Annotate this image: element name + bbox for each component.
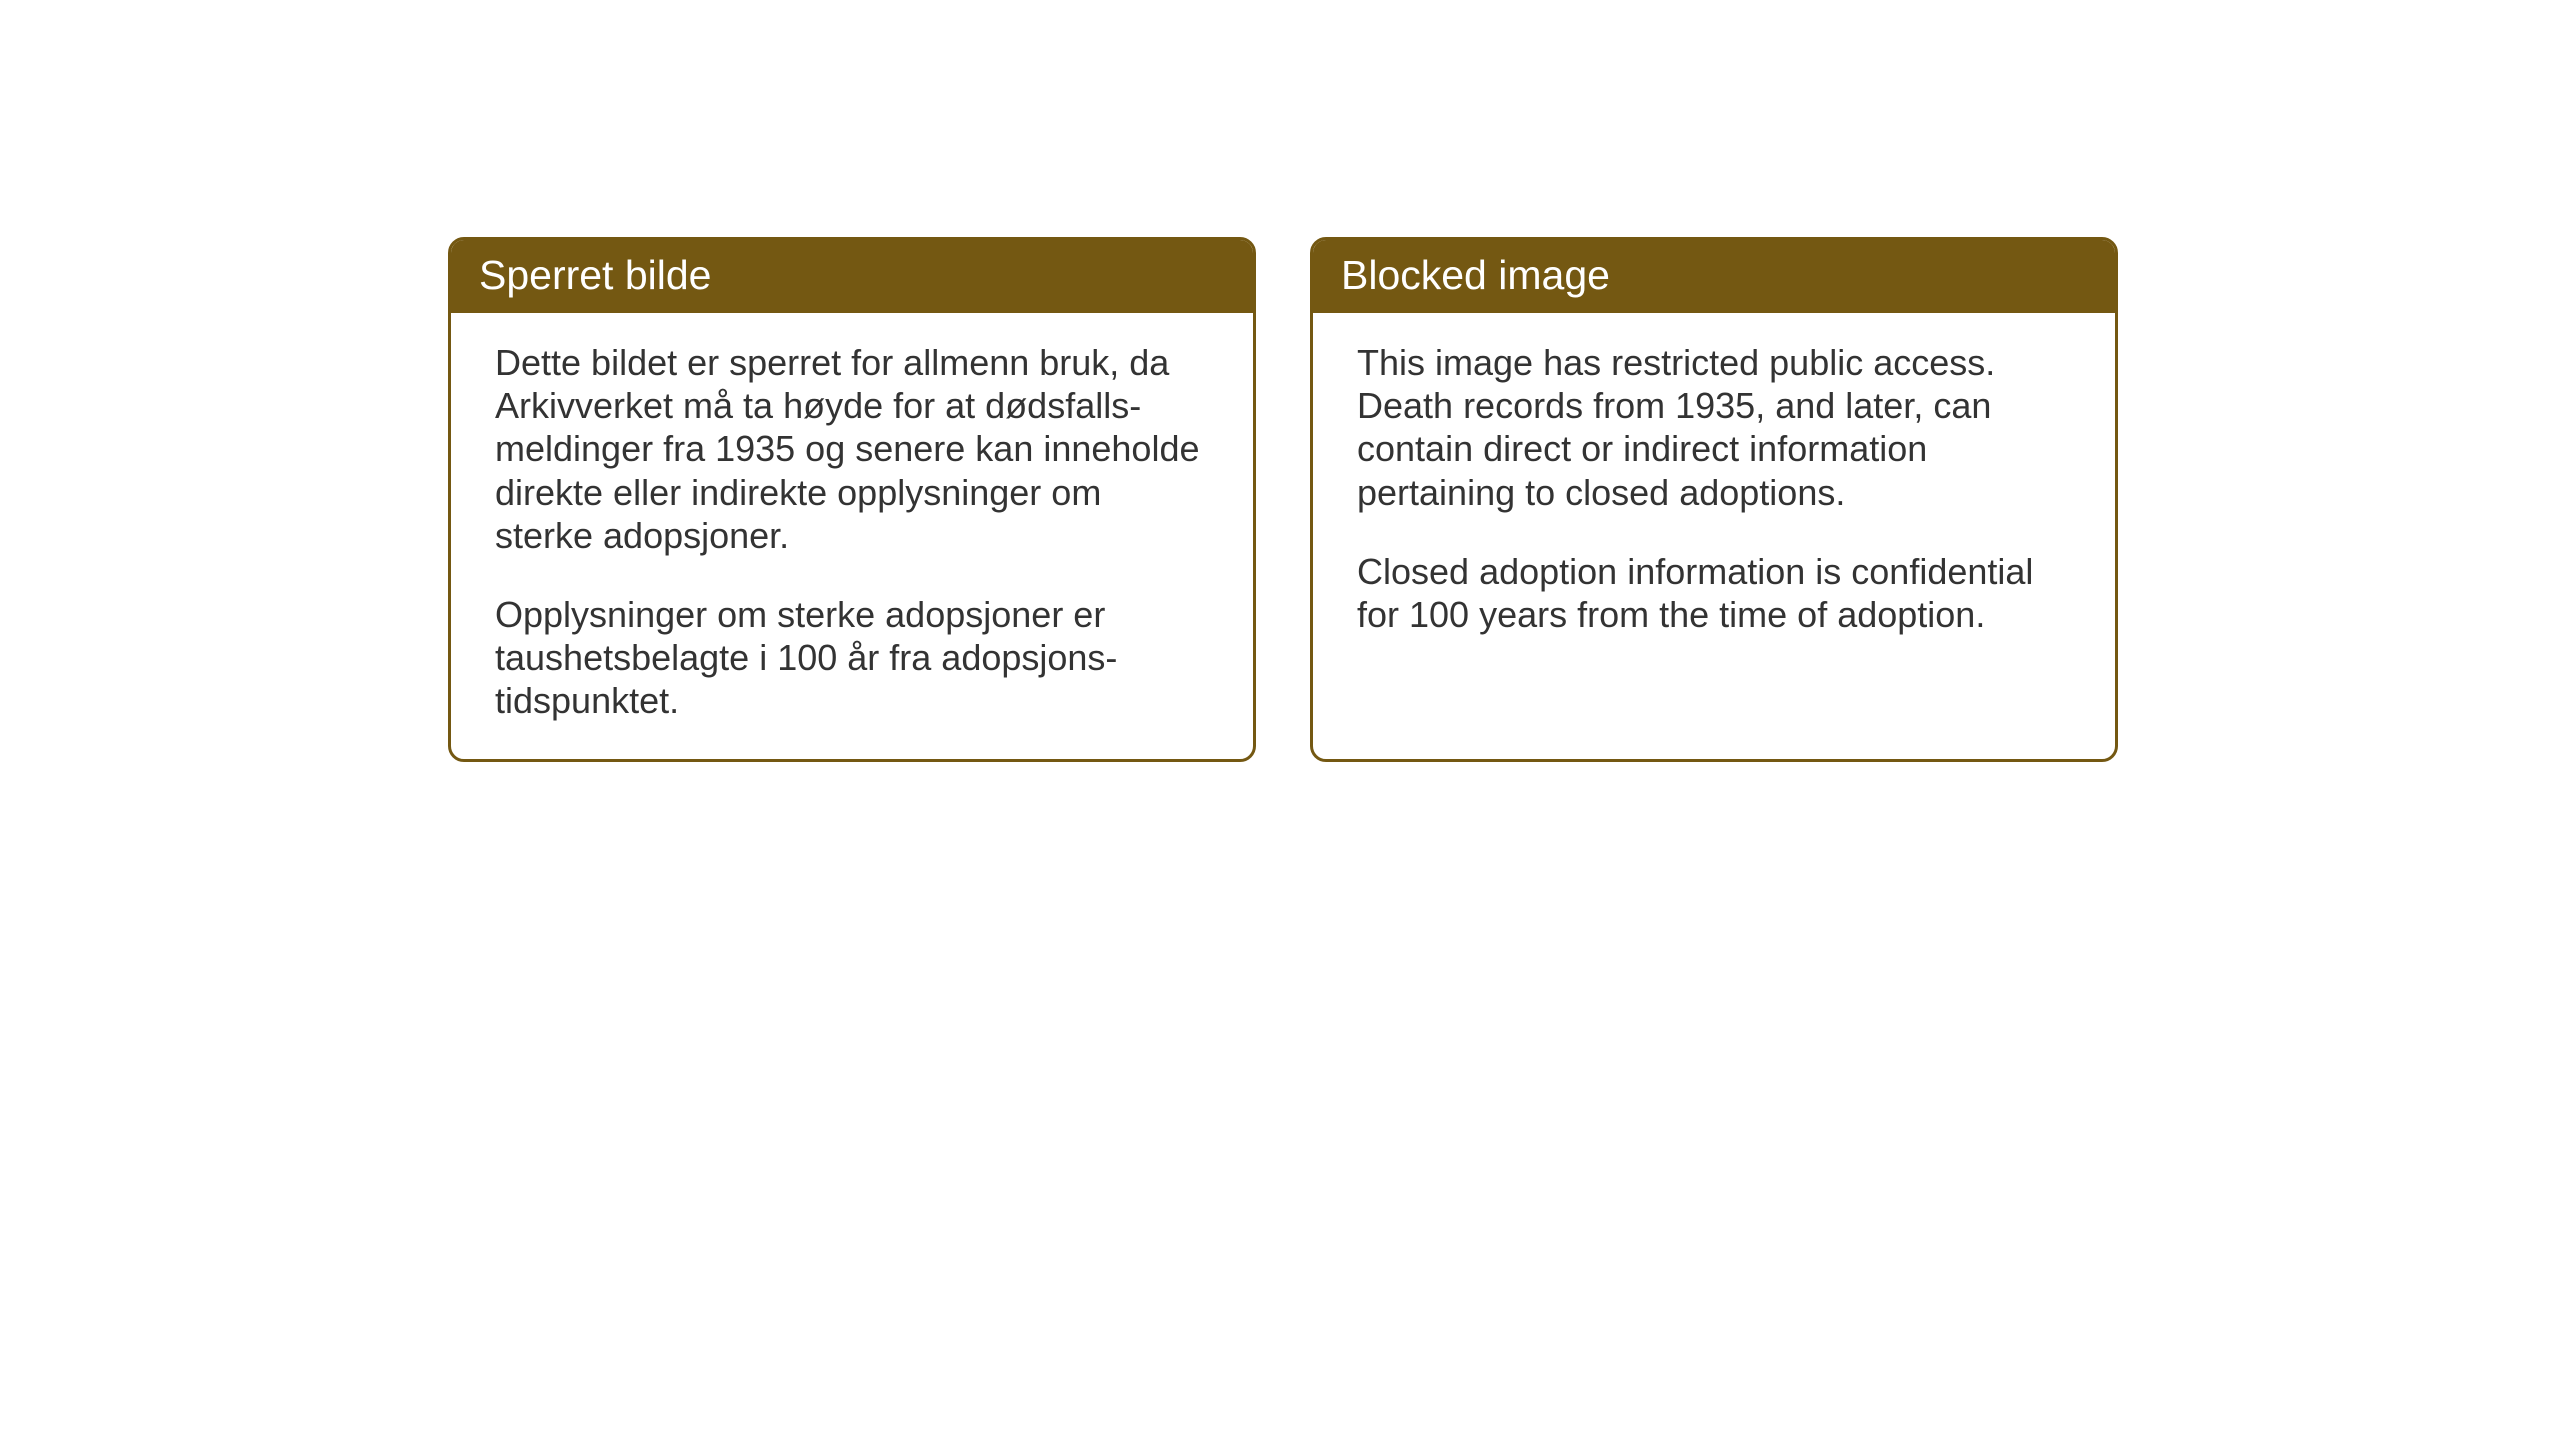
- card-header-norwegian: Sperret bilde: [451, 240, 1253, 313]
- notice-container: Sperret bilde Dette bildet er sperret fo…: [448, 237, 2118, 762]
- notice-paragraph: Closed adoption information is confident…: [1357, 550, 2071, 636]
- notice-paragraph: This image has restricted public access.…: [1357, 341, 2071, 514]
- notice-paragraph: Opplysninger om sterke adopsjoner er tau…: [495, 593, 1209, 723]
- card-header-english: Blocked image: [1313, 240, 2115, 313]
- card-body-english: This image has restricted public access.…: [1313, 313, 2115, 672]
- notice-card-english: Blocked image This image has restricted …: [1310, 237, 2118, 762]
- card-body-norwegian: Dette bildet er sperret for allmenn bruk…: [451, 313, 1253, 759]
- notice-paragraph: Dette bildet er sperret for allmenn bruk…: [495, 341, 1209, 557]
- notice-card-norwegian: Sperret bilde Dette bildet er sperret fo…: [448, 237, 1256, 762]
